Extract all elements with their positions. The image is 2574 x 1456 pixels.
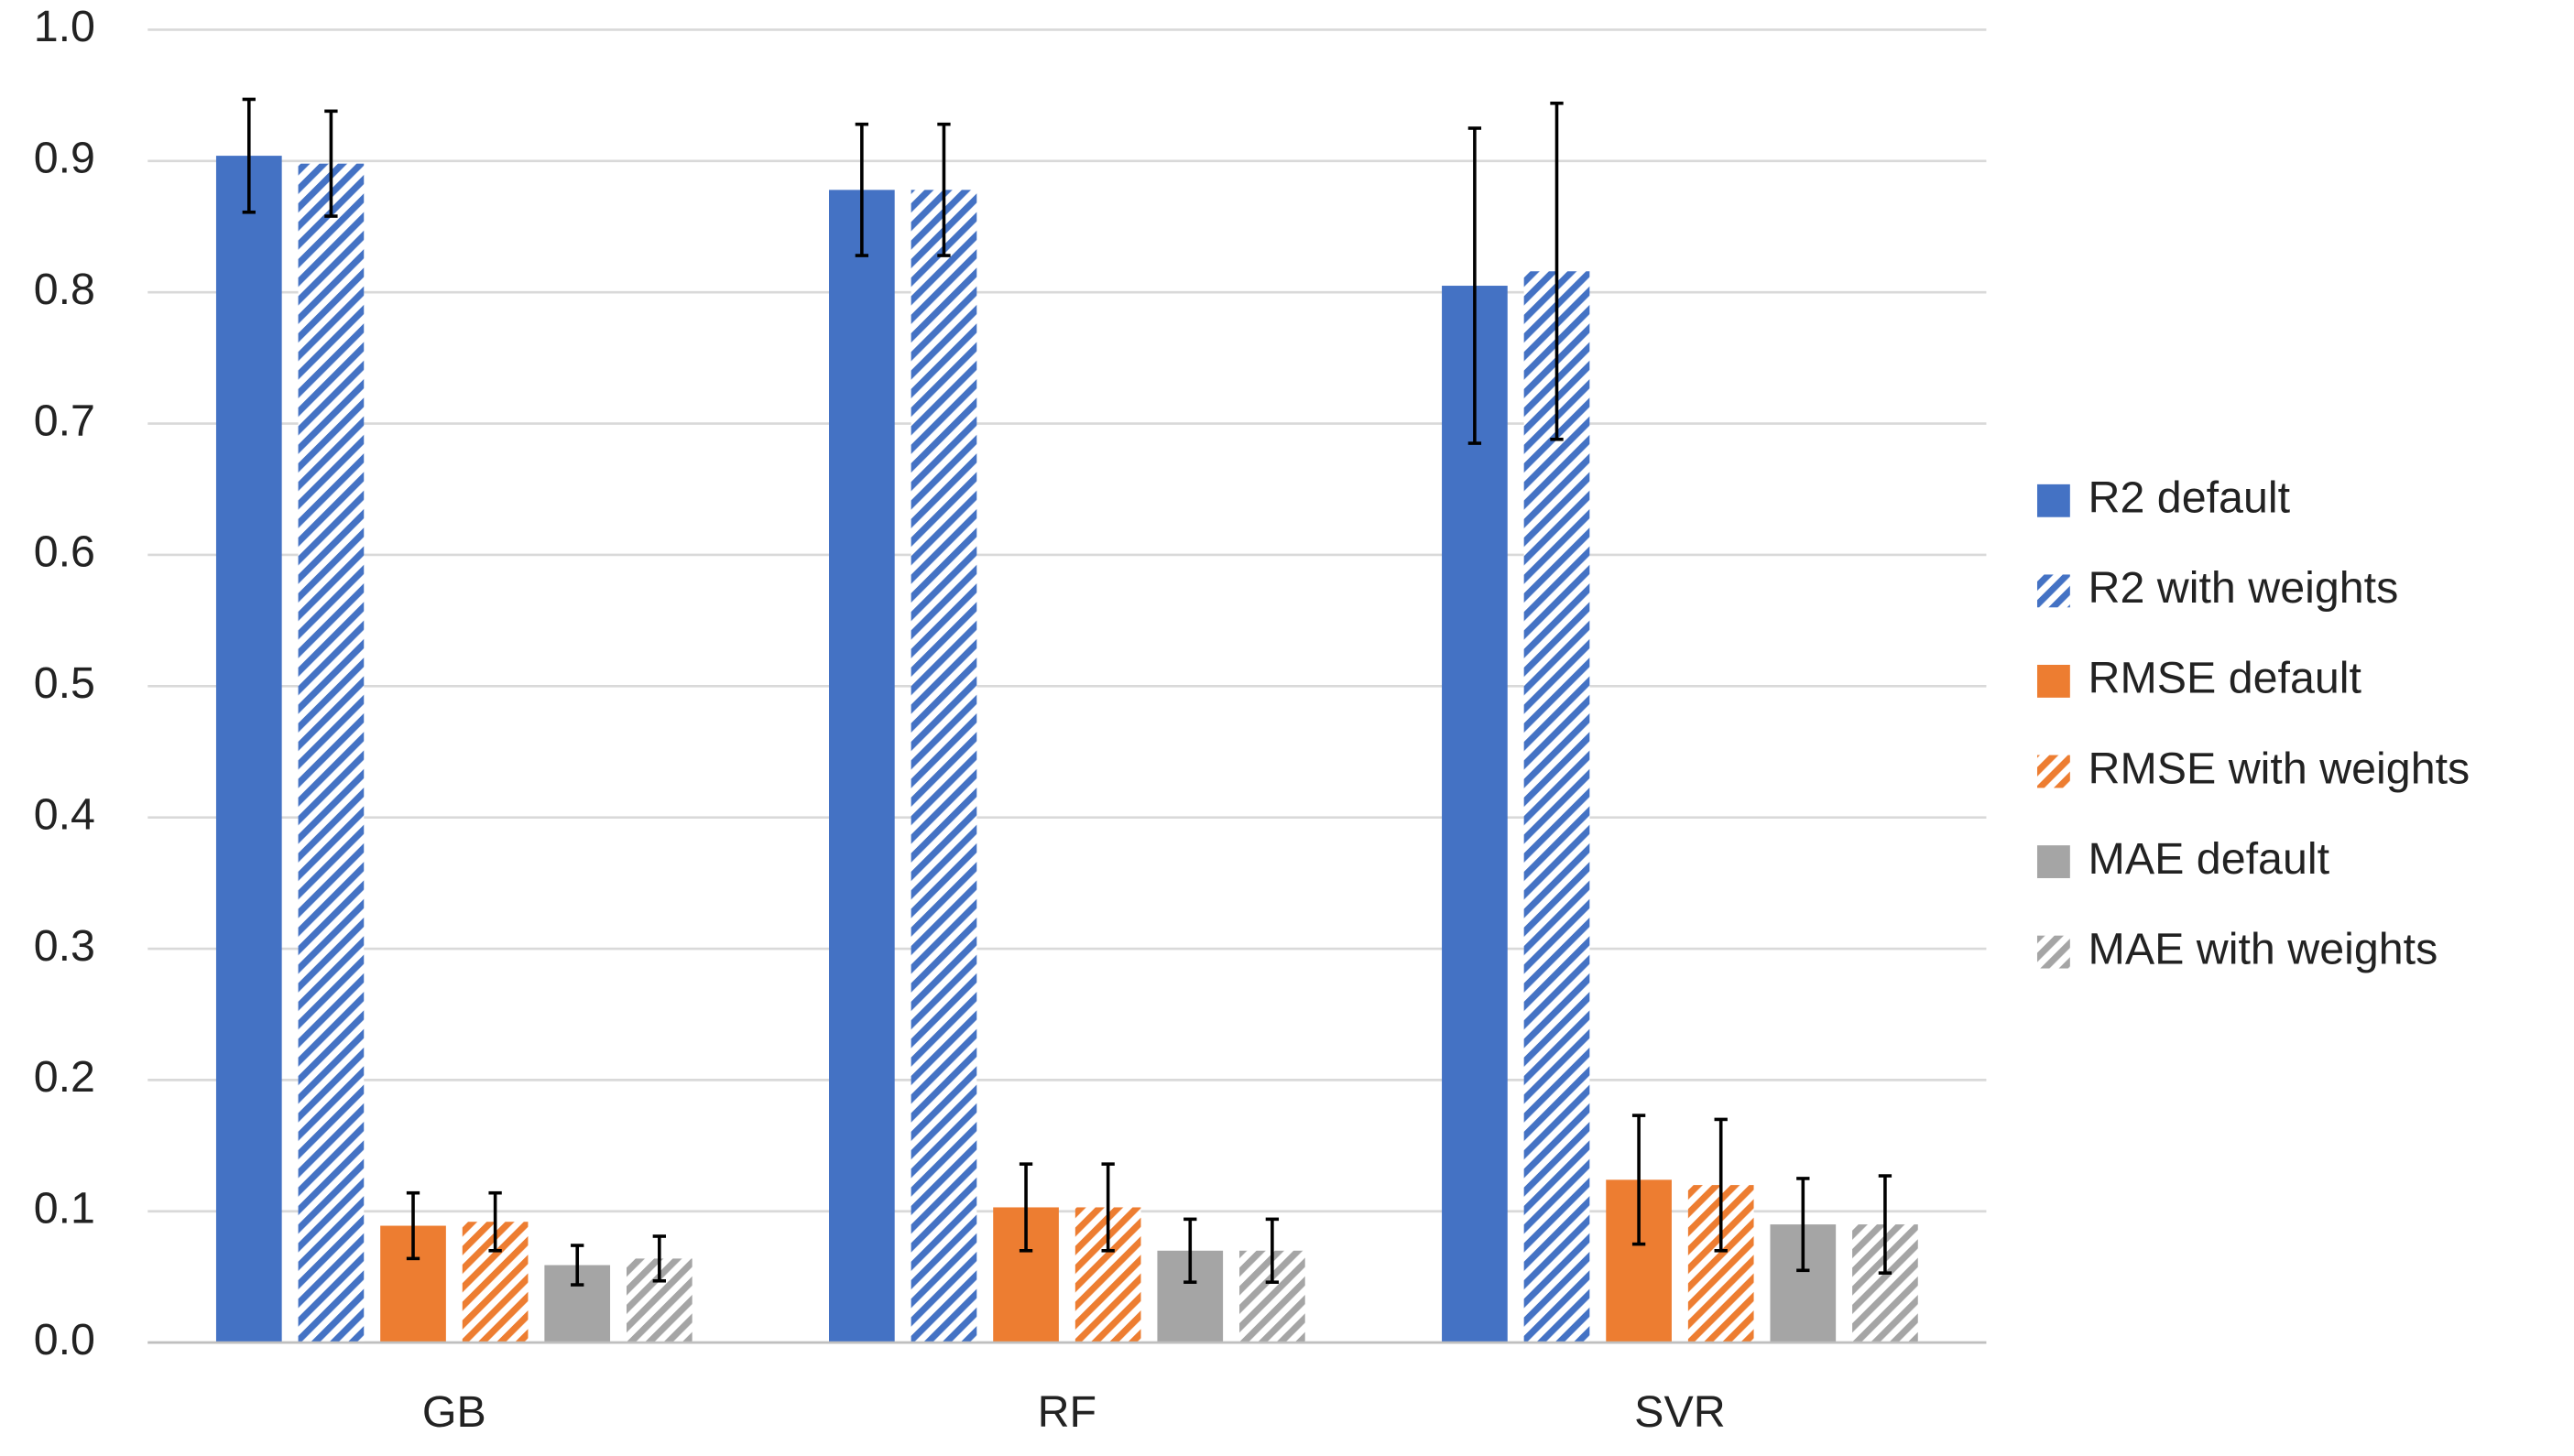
legend-swatch <box>2036 574 2070 608</box>
legend-label: R2 with weights <box>2089 563 2399 613</box>
error-bar <box>1796 1177 1810 1273</box>
legend-label: RMSE default <box>2089 654 2362 703</box>
bar <box>1523 271 1590 1343</box>
legend-swatch <box>2036 665 2070 698</box>
y-tick-label: 0.6 <box>34 527 95 577</box>
y-tick-label: 0.7 <box>34 396 95 445</box>
bar <box>911 190 977 1343</box>
y-tick-label: 0.4 <box>34 789 95 839</box>
legend-swatch <box>2036 845 2070 878</box>
error-bar <box>1714 1117 1728 1253</box>
error-bar <box>1265 1217 1280 1284</box>
y-tick-label: 0.5 <box>34 658 95 708</box>
error-bar <box>406 1190 420 1261</box>
error-bar <box>1467 126 1482 445</box>
error-bar <box>488 1190 502 1253</box>
error-bar <box>242 97 256 214</box>
legend-label: R2 default <box>2089 473 2291 523</box>
error-bar <box>652 1234 666 1283</box>
bar <box>829 190 895 1343</box>
y-tick-label: 0.3 <box>34 921 95 971</box>
x-tick-label: RF <box>1038 1387 1096 1437</box>
y-tick-label: 0.0 <box>34 1315 95 1364</box>
y-tick-label: 0.9 <box>34 134 95 183</box>
error-bar <box>1101 1162 1115 1253</box>
legend-label: RMSE with weights <box>2089 744 2470 793</box>
y-tick-label: 0.8 <box>34 265 95 314</box>
error-bar <box>571 1244 584 1287</box>
legend-swatch <box>2036 755 2070 788</box>
legend-label: MAE default <box>2089 834 2330 884</box>
error-bar <box>1878 1174 1892 1275</box>
y-tick-label: 1.0 <box>34 2 95 51</box>
error-bar <box>1631 1114 1646 1246</box>
x-tick-label: SVR <box>1634 1387 1725 1437</box>
bar <box>215 156 282 1343</box>
error-bar <box>1183 1217 1197 1284</box>
bar <box>1442 286 1508 1343</box>
error-bar <box>1550 101 1564 441</box>
error-bar <box>324 109 338 218</box>
x-tick-label: GB <box>422 1387 486 1437</box>
y-tick-label: 0.2 <box>34 1052 95 1102</box>
legend-swatch <box>2036 484 2070 517</box>
error-bar <box>1019 1162 1033 1253</box>
legend-swatch <box>2036 935 2070 969</box>
legend-label: MAE with weights <box>2089 924 2438 973</box>
error-bar <box>937 122 951 257</box>
y-tick-label: 0.1 <box>34 1184 95 1233</box>
error-bar <box>855 122 869 257</box>
bar <box>298 163 365 1343</box>
